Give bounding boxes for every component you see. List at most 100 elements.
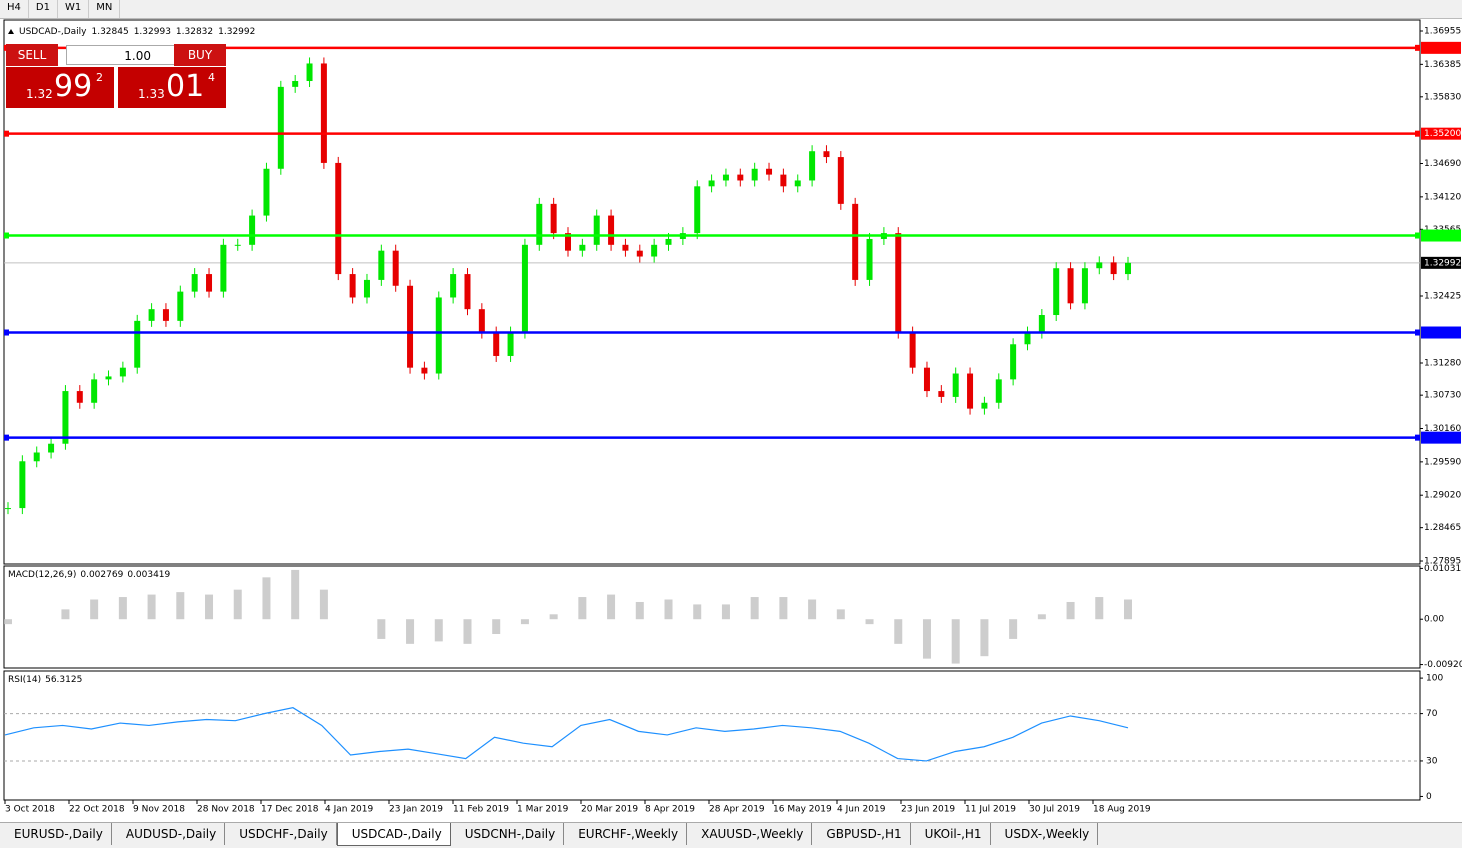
macd-bar [377,619,386,639]
candle-body [177,291,184,321]
macd-bar [147,594,156,620]
y-tick-label: 1.32425 [1424,292,1461,302]
level-handle [4,232,9,239]
symbol-tab[interactable]: UKOil-,H1 [911,823,991,845]
macd-bar [205,594,214,620]
candle-body [651,244,658,257]
candle-body [708,180,715,187]
candle-body [392,250,399,286]
timeframe[interactable]: H4 [0,0,29,18]
candle-body [722,174,729,181]
indicator-name: RSI(14) [8,675,41,685]
candle-body [277,86,284,169]
ohlc-value: 1.32845 [91,27,128,37]
level-handle [1415,44,1420,51]
ohlc-value: 1.32832 [176,27,213,37]
symbol-tab[interactable]: EURCHF-,Weekly [564,823,688,845]
y-tick-label: 0 [1426,792,1432,802]
x-tick-label: 11 Feb 2019 [453,805,509,815]
candle-body [766,168,773,175]
candle-body [1125,262,1131,275]
candle-body [76,391,83,403]
candle-body [450,274,457,298]
x-tick-label: 16 May 2019 [773,805,832,815]
y-tick-label: 1.34690 [1424,159,1461,169]
candle-body [579,244,586,251]
y-tick-label: 0.010311 [1424,564,1462,574]
current-price-label: 1.32992 [1424,258,1461,268]
candle-body [866,238,873,280]
candle-body [363,279,370,298]
candle-body [234,244,241,246]
candle-body [493,332,500,356]
level-box [1421,431,1461,444]
macd-bar [1095,597,1104,620]
symbol-tab[interactable]: USDCHF-,Daily [225,823,337,845]
candle-body [206,274,213,292]
x-tick-label: 11 Jul 2019 [965,805,1016,815]
one-click-trading: SELL 1.00 BUY 1.32 99 2 1.33 01 4 [6,44,226,108]
macd-bar [492,619,501,634]
macd-bar [463,619,472,644]
candle-body [33,452,40,462]
macd-bar [1066,601,1075,620]
macd-bar [836,609,845,620]
x-tick-label: 3 Oct 2018 [5,805,55,815]
candle-body [1038,315,1045,333]
candle-body [823,151,830,158]
candle-body [981,402,988,409]
candle-body [162,309,169,321]
level-handle [4,329,9,336]
macd-bar [578,597,587,620]
symbol-tab[interactable]: XAUUSD-,Weekly [687,823,813,845]
level-handle [4,434,9,441]
timeframe[interactable]: D1 [29,0,58,18]
candle-body [320,63,327,163]
candle-body [636,250,643,257]
symbol-tab[interactable]: EURUSD-,Daily [0,823,112,845]
x-tick-label: 28 Nov 2018 [197,805,255,815]
symbol-tab[interactable]: USDX-,Weekly [991,823,1099,845]
macd-bar [951,619,960,664]
macd-bar [434,619,443,642]
symbol-tab[interactable]: USDCNH-,Daily [451,823,565,845]
x-tick-label: 8 Apr 2019 [645,805,695,815]
sell-price[interactable]: 1.32 99 2 [6,67,114,108]
macd-bar [721,604,730,620]
candle-body [105,376,112,380]
level-handle [1415,232,1420,239]
x-tick-label: 22 Oct 2018 [69,805,125,815]
level-box [1421,229,1461,242]
macd-bar [1037,614,1046,620]
candle-body [909,332,916,368]
lot-input[interactable]: 1.00 [66,45,176,65]
x-tick-label: 4 Jun 2019 [837,805,886,815]
x-tick-label: 9 Nov 2018 [133,805,185,815]
y-tick-label: 1.29020 [1424,491,1461,501]
macd-bar [894,619,903,644]
candle-body [378,250,385,280]
buy-price[interactable]: 1.33 01 4 [118,67,226,108]
level-handle [4,130,9,137]
candle-body [1067,268,1074,304]
candle-body [694,186,701,234]
candle-body [895,233,902,333]
timeframe[interactable]: W1 [58,0,90,18]
macd-bar [1124,599,1132,620]
sell-button[interactable]: SELL [6,44,58,66]
y-tick-label: -0.009203 [1424,660,1462,670]
x-tick-label: 23 Jun 2019 [901,805,955,815]
candle-body [780,174,787,187]
candle-body [1081,268,1088,304]
symbol-tab[interactable]: USDCAD-,Daily [336,823,451,846]
symbol-tab[interactable]: GBPUSD-,H1 [812,823,911,845]
y-tick-label: 1.31280 [1424,358,1461,368]
current-price-box [1421,256,1461,269]
buy-button[interactable]: BUY [174,44,226,66]
indicator-value: 56.3125 [45,675,82,685]
candle-body [995,379,1002,403]
candle-body [48,443,55,453]
symbol-tab[interactable]: AUDUSD-,Daily [112,823,226,845]
timeframe[interactable]: MN [89,0,121,18]
x-tick-label: 17 Dec 2018 [261,805,319,815]
